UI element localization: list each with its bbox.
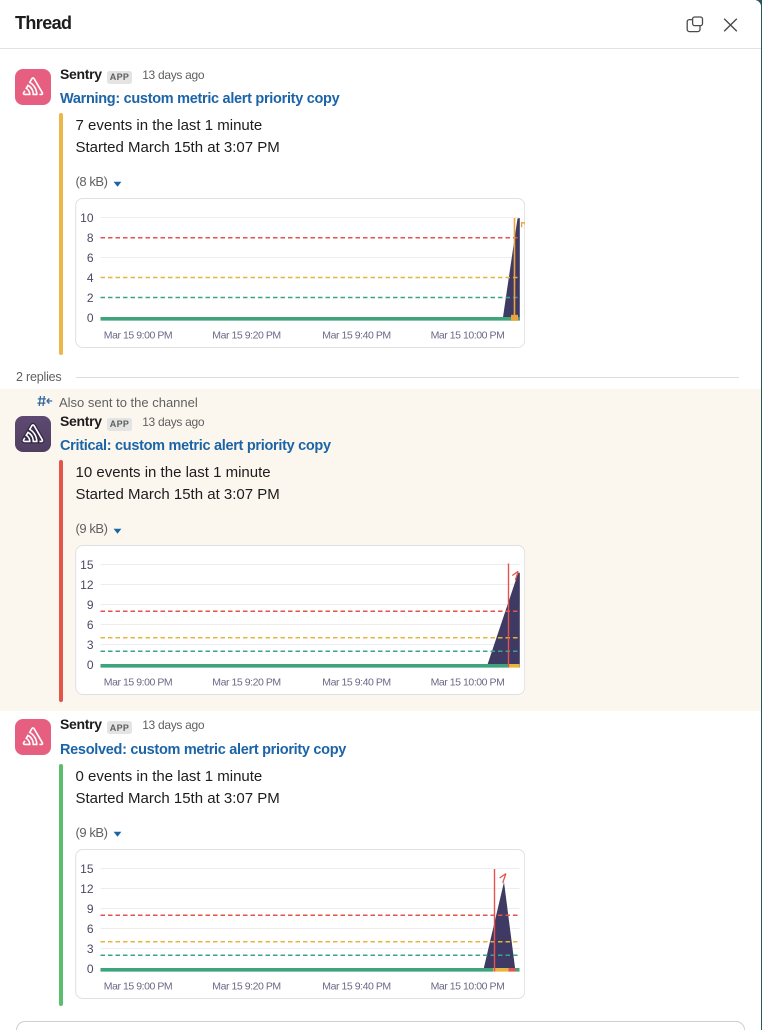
svg-text:Mar 15 9:40 PM: Mar 15 9:40 PM (322, 330, 390, 342)
svg-text:Mar 15 9:20 PM: Mar 15 9:20 PM (212, 980, 280, 992)
svg-text:Mar 15 9:00 PM: Mar 15 9:00 PM (104, 330, 172, 342)
svg-text:2: 2 (87, 291, 94, 305)
svg-text:6: 6 (87, 922, 94, 936)
svg-text:Mar 15 9:00 PM: Mar 15 9:00 PM (104, 980, 172, 992)
svg-text:Mar 15 9:20 PM: Mar 15 9:20 PM (212, 330, 280, 342)
svg-text:3: 3 (87, 942, 94, 956)
svg-text:0: 0 (87, 658, 94, 672)
svg-text:8: 8 (87, 231, 94, 245)
svg-text:4: 4 (87, 271, 94, 285)
svg-text:15: 15 (80, 558, 94, 572)
svg-text:Mar 15 10:00 PM: Mar 15 10:00 PM (431, 330, 505, 342)
svg-text:9: 9 (87, 902, 94, 916)
svg-text:0: 0 (87, 311, 94, 325)
svg-text:15: 15 (80, 862, 94, 876)
svg-text:Mar 15 9:40 PM: Mar 15 9:40 PM (322, 980, 390, 992)
svg-text:Mar 15 10:00 PM: Mar 15 10:00 PM (431, 980, 505, 992)
svg-text:Mar 15 9:40 PM: Mar 15 9:40 PM (322, 677, 390, 689)
svg-text:Mar 15 9:20 PM: Mar 15 9:20 PM (212, 677, 280, 689)
svg-text:Mar 15 10:00 PM: Mar 15 10:00 PM (431, 677, 505, 689)
svg-text:6: 6 (87, 251, 94, 265)
svg-text:10: 10 (80, 211, 94, 225)
svg-text:3: 3 (87, 638, 94, 652)
svg-text:0: 0 (87, 962, 94, 976)
svg-text:Mar 15 9:00 PM: Mar 15 9:00 PM (104, 677, 172, 689)
svg-text:9: 9 (87, 598, 94, 612)
svg-text:12: 12 (80, 578, 94, 592)
svg-text:12: 12 (80, 882, 94, 896)
svg-text:6: 6 (87, 618, 94, 632)
